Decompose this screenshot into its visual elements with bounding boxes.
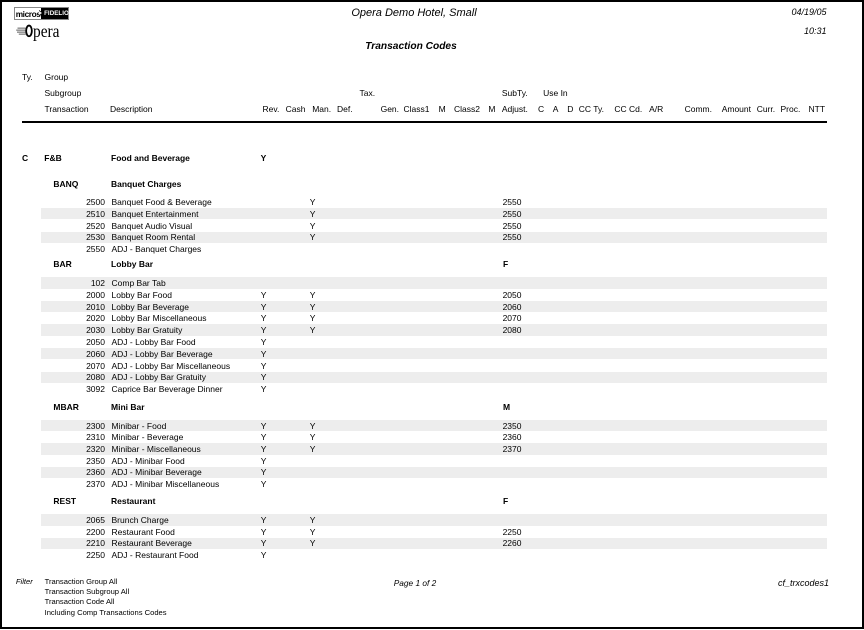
svg-text:pera: pera — [33, 22, 60, 41]
